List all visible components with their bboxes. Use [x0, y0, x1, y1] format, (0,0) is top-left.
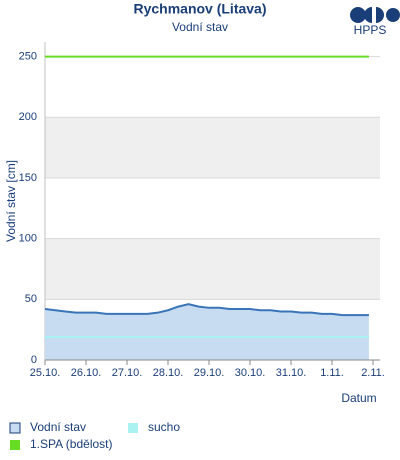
- x-tick-label: 2.11.: [361, 367, 385, 379]
- logo-text: HPPS: [354, 23, 387, 37]
- x-tick-label: 30.10.: [235, 367, 266, 379]
- x-tick-label: 29.10.: [194, 367, 225, 379]
- chart-subtitle: Vodní stav: [172, 20, 228, 34]
- chart-title: Rychmanov (Litava): [133, 1, 266, 17]
- legend-swatch: [10, 440, 20, 450]
- legend-label: sucho: [148, 420, 180, 434]
- area: [45, 304, 369, 360]
- logo: HPPS: [350, 7, 400, 37]
- plot-band: [45, 238, 380, 300]
- y-axis-label: Vodní stav [cm]: [4, 160, 18, 242]
- y-tick-label: 200: [19, 111, 37, 123]
- y-tick-label: 100: [19, 233, 37, 245]
- x-tick-label: 26.10.: [71, 367, 102, 379]
- legend-label: Vodní stav: [30, 420, 86, 434]
- x-tick-label: 1.11.: [320, 367, 344, 379]
- x-tick-label: 28.10.: [153, 367, 184, 379]
- legend-swatch: [128, 423, 138, 433]
- plot-bands: [45, 117, 380, 300]
- x-tick-label: 31.10.: [276, 367, 307, 379]
- y-tick-label: 50: [25, 293, 37, 305]
- legend-label: 1.SPA (bdělost): [30, 437, 113, 451]
- x-tick-label: 27.10.: [112, 367, 143, 379]
- legend-swatch: [9, 422, 21, 434]
- plot-band: [45, 117, 380, 178]
- y-tick-label: 150: [19, 172, 37, 184]
- y-tick-label: 250: [19, 50, 37, 62]
- x-tick-label: 25.10.: [30, 367, 61, 379]
- y-tick-label: 0: [31, 354, 37, 366]
- series-line: [44, 303, 369, 317]
- x-axis-label: Datum: [341, 391, 376, 405]
